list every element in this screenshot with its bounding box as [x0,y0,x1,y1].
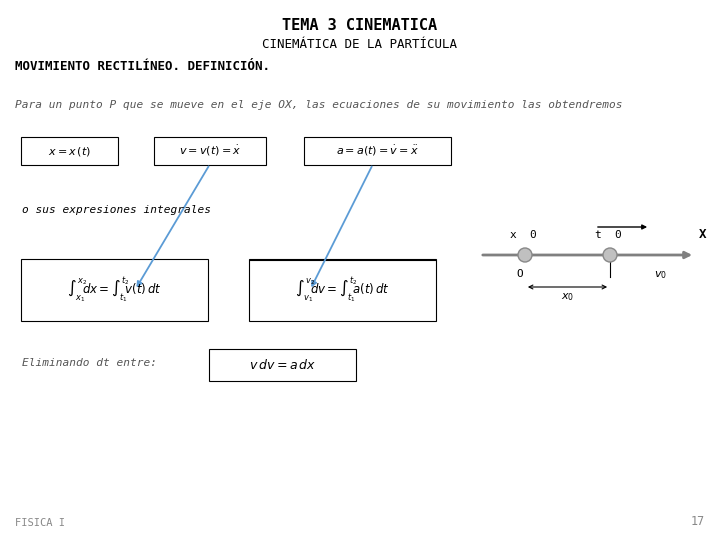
FancyBboxPatch shape [21,259,208,321]
Text: Eliminando dt entre:: Eliminando dt entre: [22,358,157,368]
Text: $\int_{v_1}^{v_2}\!\!dv = \int_{t_1}^{t_2}\!\!a(t)\,dt$: $\int_{v_1}^{v_2}\!\!dv = \int_{t_1}^{t_… [295,275,390,305]
Circle shape [603,248,617,262]
Text: X: X [699,228,707,241]
Text: CINEMÁTICA DE LA PARTÍCULA: CINEMÁTICA DE LA PARTÍCULA [263,38,457,51]
Text: 0: 0 [615,230,621,240]
FancyBboxPatch shape [21,137,118,165]
Text: $a = a(t) = \dot{v} = \ddot{x}$: $a = a(t) = \dot{v} = \ddot{x}$ [336,144,419,158]
FancyBboxPatch shape [249,259,436,321]
Text: 17: 17 [690,515,705,528]
Text: Para un punto P que se mueve en el eje OX, las ecuaciones de su movimiento las o: Para un punto P que se mueve en el eje O… [15,100,623,110]
Text: $v = v(t) = \dot{x}$: $v = v(t) = \dot{x}$ [179,144,241,158]
Text: $v\,dv = a\,dx$: $v\,dv = a\,dx$ [249,358,316,372]
Text: FISICA I: FISICA I [15,518,65,528]
FancyBboxPatch shape [304,137,451,165]
Text: 0: 0 [530,230,536,240]
Text: $\int_{x_1}^{x_2}\!\!dx = \int_{t_1}^{t_2}\!\!v(t)\,dt$: $\int_{x_1}^{x_2}\!\!dx = \int_{t_1}^{t_… [67,275,162,305]
Text: $v_0$: $v_0$ [654,269,667,281]
FancyBboxPatch shape [209,349,356,381]
FancyBboxPatch shape [154,137,266,165]
Text: TEMA 3 CINEMATICA: TEMA 3 CINEMATICA [282,18,438,33]
Text: O: O [517,269,523,279]
Text: o sus expresiones integrales: o sus expresiones integrales [22,205,211,215]
Text: $x = x\,(t)$: $x = x\,(t)$ [48,145,91,158]
Text: x: x [510,230,516,240]
Circle shape [518,248,532,262]
Text: $x_0$: $x_0$ [561,291,574,303]
Text: t: t [595,230,601,240]
Text: MOVIMIENTO RECTILÍNEO. DEFINICIÓN.: MOVIMIENTO RECTILÍNEO. DEFINICIÓN. [15,60,270,73]
